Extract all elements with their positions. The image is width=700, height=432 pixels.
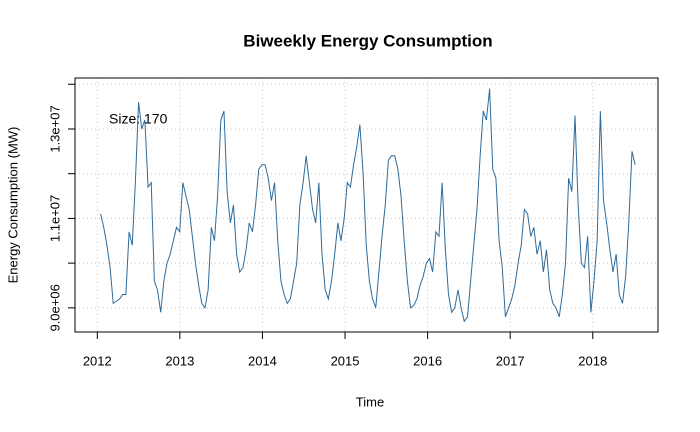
y-axis-label: Energy Consumption (MW): [5, 127, 20, 284]
y-tick-label: 1.3e+07: [47, 105, 62, 152]
series-line: [100, 88, 636, 323]
x-tick-label: 2013: [165, 353, 194, 368]
x-tick-label: 2018: [578, 353, 607, 368]
annotation: Size: 170: [109, 111, 168, 127]
chart-title: Biweekly Energy Consumption: [243, 31, 492, 50]
y-tick-label: 9.0e+06: [47, 284, 62, 331]
x-axis-label: Time: [356, 394, 384, 409]
y-tick-label: 1.1e+07: [47, 195, 62, 242]
x-tick-label: 2016: [413, 353, 442, 368]
x-tick-label: 2014: [248, 353, 277, 368]
x-tick-label: 2017: [496, 353, 525, 368]
x-tick-label: 2012: [83, 353, 112, 368]
x-tick-label: 2015: [331, 353, 360, 368]
